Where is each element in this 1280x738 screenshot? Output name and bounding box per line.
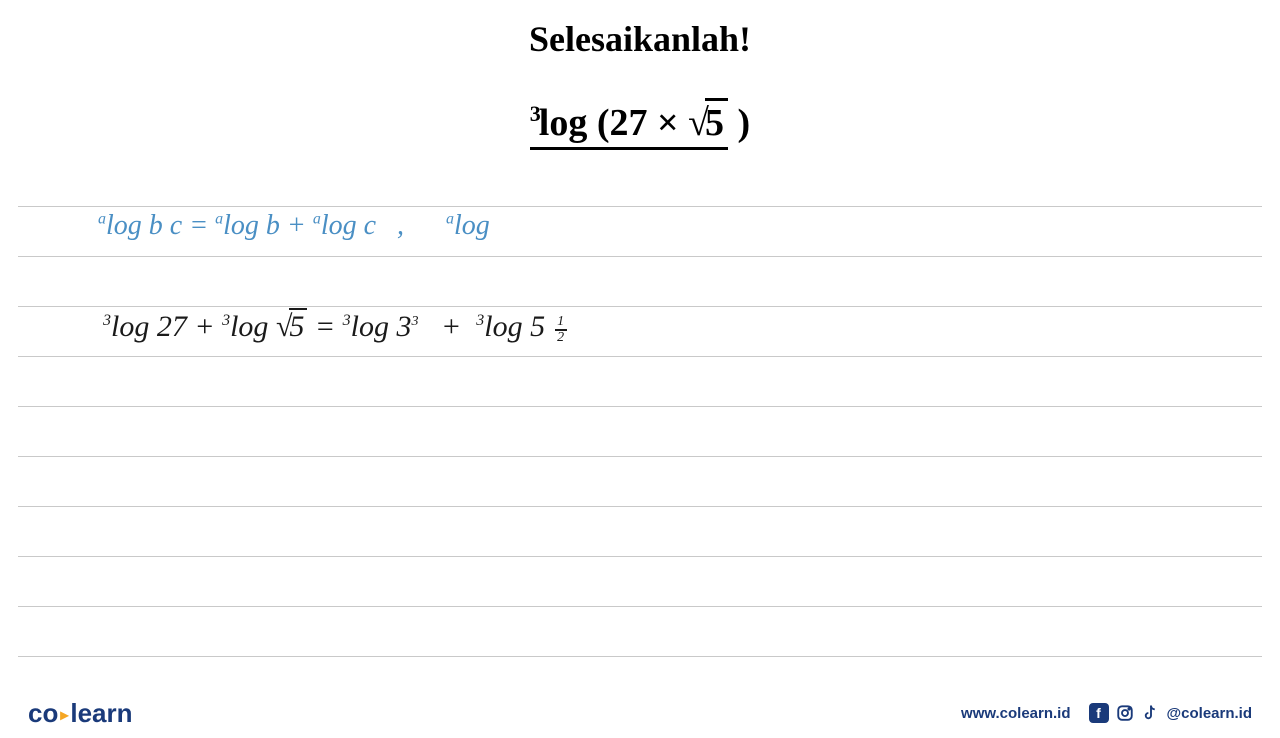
instagram-icon[interactable] — [1115, 703, 1135, 723]
main-formula: 3log (27 × √5 ) — [530, 98, 750, 150]
hw-sup-3: 3 — [222, 312, 230, 329]
hw-eq: = — [315, 310, 343, 343]
hw-log: log — [230, 310, 276, 343]
footer: co▸learn www.colearn.id f @colearn.id — [0, 688, 1280, 738]
paper-area: alog b c = alog b + alog c , alog 3log 2… — [18, 198, 1262, 688]
formula-num1: 27 — [610, 102, 648, 144]
hw-sup-a: a — [313, 211, 321, 228]
hw-fraction: 1 2 — [555, 315, 567, 345]
logo-dot-icon: ▸ — [60, 707, 68, 724]
hw-comma: , — [383, 210, 439, 241]
hw-sup-a: a — [98, 211, 106, 228]
guideline — [18, 356, 1262, 357]
hw-sup-3: 3 — [103, 312, 111, 329]
formula-container: 3log (27 × √5 ) — [0, 98, 1280, 150]
hw-plus: + — [426, 310, 469, 343]
formula-open-paren: ( — [597, 102, 610, 144]
hw-frac-den: 2 — [557, 331, 564, 345]
guideline — [18, 606, 1262, 607]
hw-log3: log 3 — [351, 310, 412, 343]
hw-log5: log 5 — [484, 310, 545, 343]
facebook-icon[interactable]: f — [1089, 703, 1109, 723]
hw-logb: log b — [223, 210, 280, 241]
guideline — [18, 556, 1262, 557]
sqrt-wrap: √5 — [688, 98, 728, 145]
handwriting-black-line: 3log 27 + 3log √5 = 3log 33 + 3log 5 1 2 — [103, 308, 567, 345]
social-links: f @colearn.id — [1089, 703, 1252, 723]
guideline — [18, 406, 1262, 407]
hw-frac-num: 1 — [557, 315, 564, 329]
guideline — [18, 656, 1262, 657]
handwriting-blue-line: alog b c = alog b + alog c , alog — [98, 210, 490, 242]
guideline — [18, 506, 1262, 507]
social-handle: @colearn.id — [1167, 705, 1252, 722]
formula-times: × — [657, 102, 679, 144]
hw-sup-a: a — [446, 211, 454, 228]
website-link[interactable]: www.colearn.id — [961, 705, 1070, 722]
guideline — [18, 206, 1262, 207]
hw-log: log — [454, 210, 490, 241]
hw-log27: log 27 — [111, 310, 187, 343]
guideline — [18, 306, 1262, 307]
guideline — [18, 456, 1262, 457]
formula-sqrt-val: 5 — [705, 98, 728, 145]
hw-plus: + — [287, 210, 313, 241]
hw-eq: = — [189, 210, 215, 241]
formula-close-paren: ) — [738, 102, 751, 144]
hw-sup-3: 3 — [343, 312, 351, 329]
page-title: Selesaikanlah! — [0, 18, 1280, 60]
hw-logc: log c — [321, 210, 376, 241]
hw-exp-3: 3 — [412, 314, 419, 329]
hw-sup-a: a — [215, 211, 223, 228]
hw-logbc: log b c — [106, 210, 182, 241]
formula-log: log — [539, 102, 588, 144]
tiktok-icon[interactable] — [1141, 703, 1161, 723]
logo-learn: learn — [70, 698, 132, 728]
hw-sqrt-val: 5 — [289, 308, 307, 344]
logo-co: co — [28, 698, 58, 728]
guideline — [18, 256, 1262, 257]
hw-sqrt: √5 — [276, 308, 307, 344]
hw-plus: + — [194, 310, 222, 343]
footer-right: www.colearn.id f @colearn.id — [961, 703, 1252, 723]
logo: co▸learn — [28, 698, 133, 729]
